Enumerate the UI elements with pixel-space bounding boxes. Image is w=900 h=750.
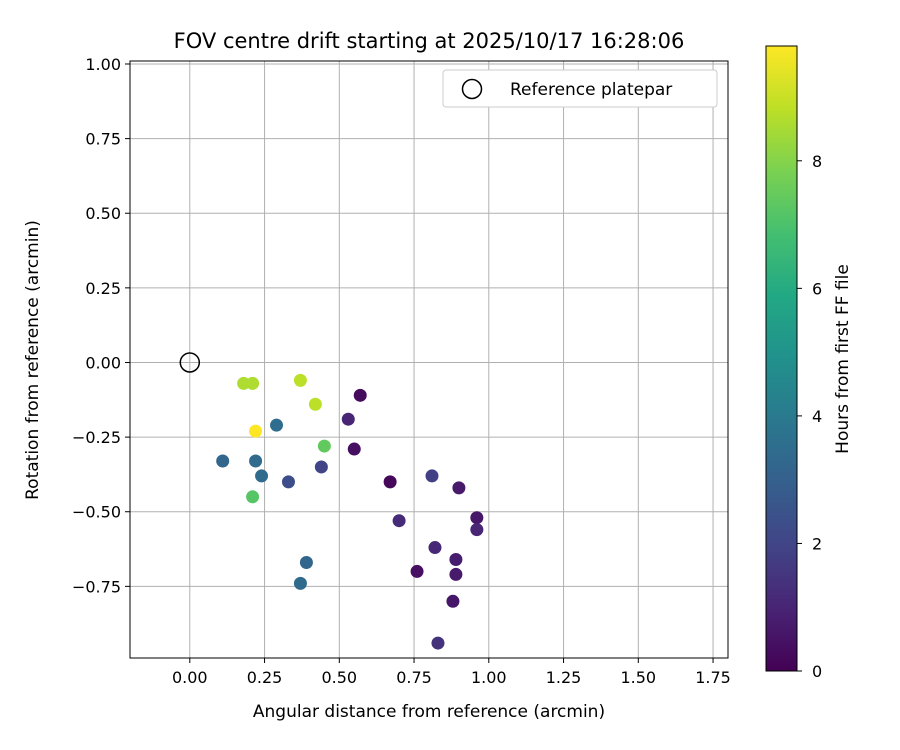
data-point: [317, 439, 331, 453]
y-tick-label: −0.50: [72, 503, 121, 522]
y-tick-label: −0.25: [72, 428, 121, 447]
data-point: [270, 418, 284, 432]
x-tick-label: 0.25: [247, 668, 283, 687]
colorbar-tick-label: 6: [812, 279, 822, 298]
data-point: [449, 567, 463, 581]
x-tick-label: 0.00: [172, 668, 208, 687]
colorbar: 0 2 4 6 8 Hours from first FF file: [765, 45, 853, 681]
reference-platepar-point: [179, 352, 201, 373]
legend: Reference platepar: [442, 69, 718, 108]
y-tick-label: −0.75: [72, 577, 121, 596]
chart-title: FOV centre drift starting at 2025/10/17 …: [174, 29, 685, 53]
x-axis-label: Angular distance from reference (arcmin): [253, 702, 605, 722]
data-point: [452, 481, 466, 495]
data-point: [425, 469, 439, 483]
y-axis-ticks: 1.00 0.75 0.50 0.25 0.00 −0.25 −0.50 −0.75: [72, 55, 130, 596]
legend-marker-icon: [461, 78, 483, 100]
data-point: [255, 469, 269, 483]
data-point: [392, 514, 406, 528]
data-point: [308, 397, 322, 411]
data-point: [281, 475, 295, 489]
x-tick-label: 0.75: [396, 668, 432, 687]
data-point: [470, 523, 484, 537]
data-points: [179, 352, 484, 650]
legend-label: Reference platepar: [510, 80, 672, 100]
x-tick-label: 1.25: [546, 668, 582, 687]
data-point: [237, 376, 251, 390]
data-point: [341, 412, 355, 426]
plot-frame: [129, 60, 729, 659]
colorbar-gradient: [765, 45, 798, 672]
x-tick-label: 1.50: [620, 668, 656, 687]
data-point: [410, 564, 424, 578]
data-point: [470, 511, 484, 525]
data-point: [216, 454, 230, 468]
data-point: [347, 442, 361, 456]
x-tick-label: 1.00: [471, 668, 507, 687]
data-point: [246, 376, 260, 390]
data-point: [249, 424, 263, 438]
y-tick-label: 0.50: [85, 204, 121, 223]
x-tick-label: 0.50: [321, 668, 357, 687]
grid-lines: [130, 61, 728, 658]
y-tick-label: 0.00: [85, 353, 121, 372]
data-point: [314, 460, 328, 474]
colorbar-tick-label: 0: [812, 662, 822, 681]
y-axis-label: Rotation from reference (arcmin): [23, 220, 43, 500]
data-point: [449, 552, 463, 566]
data-point: [383, 475, 397, 489]
colorbar-tick-label: 4: [812, 407, 822, 426]
data-point: [353, 388, 367, 402]
x-tick-label: 1.75: [695, 668, 731, 687]
colorbar-tick-label: 2: [812, 534, 822, 553]
y-tick-label: 0.25: [85, 279, 121, 298]
data-point: [446, 594, 460, 608]
colorbar-tick-label: 8: [812, 152, 822, 171]
data-point: [246, 490, 260, 504]
data-point: [293, 576, 307, 590]
y-tick-label: 0.75: [85, 130, 121, 149]
data-point: [249, 454, 263, 468]
x-axis-ticks: 0.00 0.25 0.50 0.75 1.00 1.25 1.50 1.75: [172, 658, 731, 687]
data-point: [293, 373, 307, 387]
colorbar-label: Hours from first FF file: [833, 264, 853, 454]
data-point: [428, 541, 442, 555]
data-point: [431, 636, 445, 650]
legend-box: [442, 69, 718, 108]
y-tick-label: 1.00: [85, 55, 121, 74]
data-point: [299, 555, 313, 569]
colorbar-ticks: 0 2 4 6 8: [797, 152, 822, 681]
